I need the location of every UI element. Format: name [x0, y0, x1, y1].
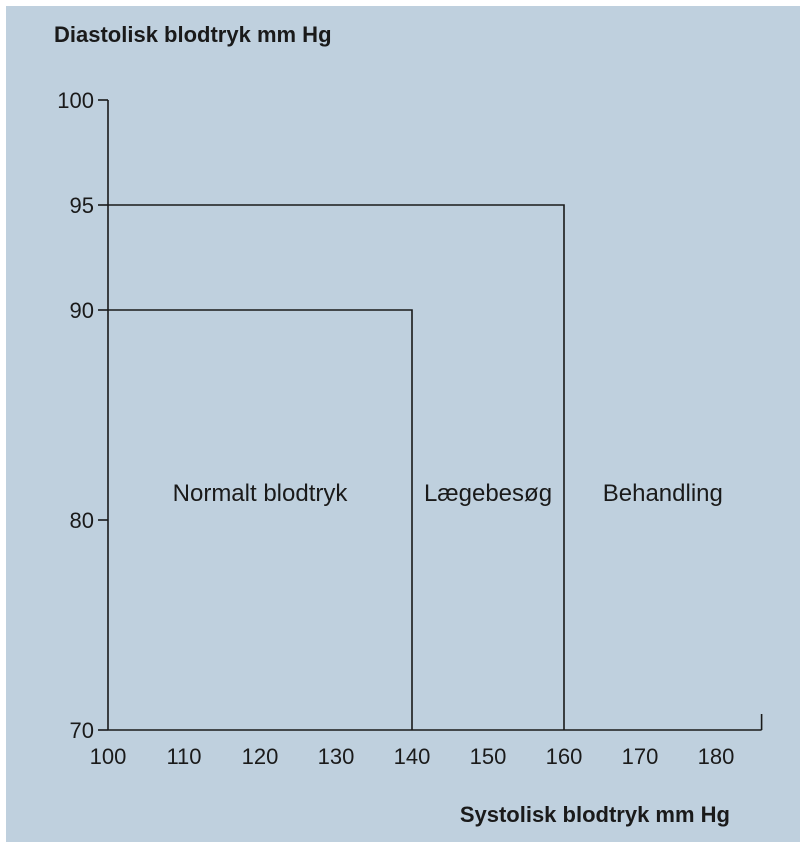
x-axis-title: Systolisk blodtryk mm Hg: [460, 802, 730, 827]
x-tick-label: 110: [166, 744, 201, 769]
axes: [107, 100, 763, 731]
y-tick-label: 80: [70, 508, 94, 533]
chart-panel: Diastolisk blodtryk mm Hg Systolisk blod…: [6, 6, 800, 842]
x-tick-label: 140: [394, 744, 431, 769]
y-tick-label: 100: [57, 88, 94, 113]
y-tick-label: 95: [70, 193, 94, 218]
bp-chart: Diastolisk blodtryk mm Hg Systolisk blod…: [54, 22, 763, 827]
ticks: 70 80 90 95 100 100 110 120 130 140 150 160 170 180: [57, 88, 734, 769]
x-tick-label: 160: [546, 744, 583, 769]
x-tick-label: 170: [622, 744, 659, 769]
zone-boundary-1: [108, 204, 565, 730]
zone-label-2: Behandling: [603, 480, 723, 507]
zone-label-0: Normalt blodtryk: [173, 480, 349, 507]
x-tick-label: 120: [242, 744, 279, 769]
zone-label-1: Lægebesøg: [424, 480, 552, 507]
x-tick-label: 130: [318, 744, 355, 769]
y-axis-title: Diastolisk blodtryk mm Hg: [54, 22, 332, 47]
zone-boundary-0: [108, 309, 413, 730]
y-tick-label: 70: [70, 718, 94, 743]
y-tick-label: 90: [70, 298, 94, 323]
x-tick-label: 100: [90, 744, 127, 769]
x-tick-label: 150: [470, 744, 507, 769]
x-tick-label: 180: [698, 744, 735, 769]
zones: Normalt blodtryk Lægebesøg Behandling: [108, 204, 723, 730]
